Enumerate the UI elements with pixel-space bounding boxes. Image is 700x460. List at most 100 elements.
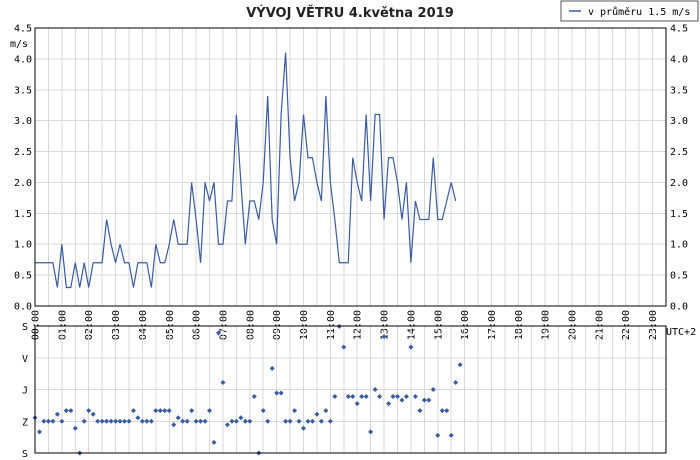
direction-point [435, 432, 441, 438]
direction-point [135, 415, 141, 421]
direction-point [417, 408, 423, 414]
direction-point [412, 394, 418, 400]
x-tick-label: 12:00 [353, 310, 364, 340]
y-tick-label-right: 2.5 [670, 147, 688, 158]
direction-plot-grid [34, 325, 667, 454]
direction-point [323, 408, 329, 414]
direction-point [430, 387, 436, 392]
direction-axis-ticks: S V J Z S [22, 322, 28, 460]
direction-point [99, 418, 105, 424]
direction-point [157, 408, 163, 414]
direction-point [122, 418, 128, 424]
x-tick-label: 11:00 [326, 310, 337, 340]
y-tick-label-right: 2.0 [670, 178, 688, 189]
x-tick-label: 20:00 [568, 310, 579, 340]
direction-point [318, 418, 324, 424]
direction-point [394, 394, 400, 400]
x-tick-label: 21:00 [594, 310, 605, 340]
direction-point [296, 418, 302, 424]
direction-point [278, 390, 284, 396]
y-tick-label-right: 1.0 [670, 240, 688, 251]
y-tick-label: 4.0 [14, 54, 32, 65]
direction-point [403, 394, 409, 400]
x-tick-label: 08:00 [245, 310, 256, 340]
x-axis-ticks: 00:00 01:00 02:00 03:00 04:00 05:00 06:00 07:00… [31, 310, 660, 340]
x-tick-label: 05:00 [165, 310, 176, 340]
y-tick-label-right: 3.5 [670, 85, 688, 96]
direction-point [104, 418, 110, 424]
direction-tick-label: S [22, 449, 28, 460]
direction-point [372, 387, 378, 392]
y-tick-label: 4.5 [14, 24, 32, 35]
y-axis-ticks-right: 0.0 0.5 1.0 1.5 2.0 2.5 3.0 3.5 4.0 4.5 [670, 24, 688, 313]
direction-point [274, 390, 280, 396]
y-tick-label-right: 0.0 [670, 302, 688, 313]
direction-point [224, 422, 230, 428]
direction-point [36, 429, 42, 435]
direction-point [381, 334, 387, 340]
x-tick-label: 10:00 [299, 310, 310, 340]
direction-tick-label: S [22, 322, 28, 333]
x-tick-label: 07:00 [218, 310, 229, 340]
direction-point [457, 362, 463, 368]
direction-point [314, 411, 320, 417]
direction-point [220, 379, 226, 385]
direction-point [95, 418, 101, 424]
direction-point [408, 344, 414, 350]
direction-point [68, 408, 74, 414]
direction-point [72, 425, 78, 431]
direction-point [453, 379, 459, 385]
direction-point [180, 418, 186, 424]
y-tick-label: 0.5 [14, 271, 32, 282]
main-plot-frame [34, 27, 667, 307]
direction-plot-frame [34, 325, 667, 454]
speed-line [35, 52, 457, 289]
x-tick-label: 13:00 [380, 310, 391, 340]
direction-point [117, 418, 123, 424]
direction-point [448, 432, 454, 438]
x-tick-label: 18:00 [514, 310, 525, 340]
direction-tick-label: J [22, 386, 28, 397]
direction-point [63, 408, 69, 414]
x-tick-label: 16:00 [460, 310, 471, 340]
direction-tick-label: V [22, 354, 28, 365]
y-tick-label-right: 0.5 [670, 271, 688, 282]
direction-point [421, 397, 427, 403]
direction-point [90, 411, 96, 417]
direction-point [144, 418, 150, 424]
x-tick-label: 00:00 [31, 310, 42, 340]
y-tick-label-right: 4.0 [670, 54, 688, 65]
direction-point [309, 418, 315, 424]
direction-point [265, 418, 271, 424]
y-tick-label-right: 4.5 [670, 24, 688, 35]
x-tick-label: 17:00 [487, 310, 498, 340]
x-tick-label: 04:00 [138, 310, 149, 340]
direction-point [211, 439, 217, 445]
direction-point [368, 429, 374, 435]
x-tick-label: 02:00 [84, 310, 95, 340]
x-tick-label: 14:00 [406, 310, 417, 340]
x-tick-label: 01:00 [57, 310, 68, 340]
direction-point [215, 330, 221, 336]
direction-point [439, 408, 445, 414]
direction-point [238, 415, 244, 421]
y-tick-label-right: 3.0 [670, 116, 688, 127]
direction-point [341, 344, 347, 350]
direction-point [247, 418, 253, 424]
x-tick-label: 15:00 [433, 310, 444, 340]
direction-point [283, 418, 289, 424]
direction-point [81, 418, 87, 424]
x-tick-label: 22:00 [621, 310, 632, 340]
y-tick-label-right: 1.5 [670, 209, 688, 220]
direction-point [113, 418, 119, 424]
x-tick-label: 06:00 [192, 310, 203, 340]
direction-point [207, 408, 213, 414]
direction-point [126, 418, 132, 424]
direction-point [301, 425, 307, 431]
direction-point [148, 418, 154, 424]
direction-point [350, 394, 356, 400]
direction-point [229, 418, 235, 424]
direction-point [59, 418, 65, 424]
direction-point [332, 394, 338, 400]
